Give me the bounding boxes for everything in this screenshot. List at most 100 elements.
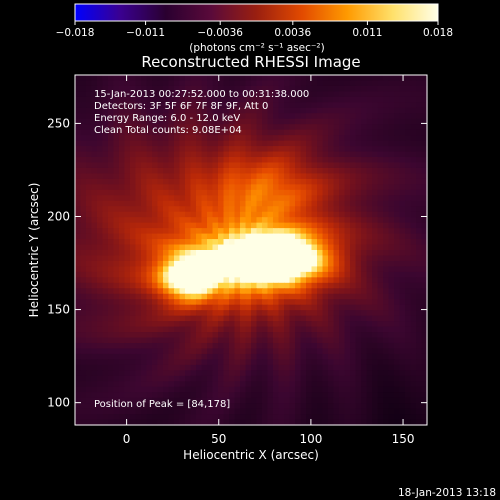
heatmap-cell [251,157,258,164]
heatmap-cell [229,304,236,311]
heatmap-cell [130,414,137,421]
heatmap-cell [212,271,219,278]
heatmap-cell [80,75,87,82]
heatmap-cell [377,403,384,410]
heatmap-cell [190,140,197,147]
heatmap-cell [333,277,340,284]
heatmap-cell [124,129,131,136]
heatmap-cell [196,271,203,278]
heatmap-cell [179,96,186,103]
heatmap-cell [119,118,126,125]
heatmap-cell [328,184,335,191]
heatmap-cell [256,118,263,125]
heatmap-cell [289,140,296,147]
heatmap-cell [256,75,263,82]
heatmap-cell [350,228,357,235]
heatmap-cell [75,75,82,82]
heatmap-cell [80,392,87,399]
heatmap-cell [372,310,379,317]
heatmap-cell [333,140,340,147]
heatmap-cell [344,370,351,377]
heatmap-cell [284,113,291,120]
heatmap-cell [410,102,417,109]
heatmap-cell [130,244,137,251]
heatmap-cell [75,140,82,147]
heatmap-cell [317,157,324,164]
heatmap-cell [405,195,412,202]
heatmap-cell [196,239,203,246]
heatmap-cell [119,364,126,371]
heatmap-cell [295,80,302,87]
heatmap-cell [124,321,131,328]
heatmap-cell [394,321,401,328]
heatmap-cell [284,392,291,399]
heatmap-cell [119,348,126,355]
heatmap-cell [421,107,428,114]
heatmap-cell [322,288,329,295]
heatmap-cell [80,162,87,169]
heatmap-cell [278,392,285,399]
heatmap-cell [86,370,93,377]
heatmap-cell [405,337,412,344]
heatmap-cell [399,217,406,224]
heatmap-cell [119,381,126,388]
heatmap-cell [179,408,186,415]
heatmap-cell [218,414,225,421]
heatmap-cell [394,173,401,180]
heatmap-cell [201,107,208,114]
heatmap-cell [207,277,214,284]
heatmap-cell [306,129,313,136]
heatmap-cell [399,206,406,213]
heatmap-cell [289,129,296,136]
heatmap-cell [410,266,417,273]
heatmap-cell [234,96,241,103]
heatmap-cell [383,332,390,339]
heatmap-cell [207,255,214,262]
heatmap-cell [421,348,428,355]
heatmap-cell [339,184,346,191]
heatmap-cell [267,359,274,366]
heatmap-cell [196,403,203,410]
heatmap-cell [322,140,329,147]
heatmap-cell [146,239,153,246]
heatmap-cell [366,315,373,322]
heatmap-cell [421,233,428,240]
heatmap-cell [179,146,186,153]
heatmap-cell [212,146,219,153]
heatmap-cell [306,200,313,207]
heatmap-cell [124,403,131,410]
heatmap-cell [207,75,214,82]
heatmap-cell [234,146,241,153]
heatmap-cell [344,321,351,328]
heatmap-cell [344,260,351,268]
heatmap-cell [212,299,219,306]
heatmap-cell [410,91,417,98]
heatmap-cell [289,85,296,93]
heatmap-cell [97,167,104,175]
heatmap-cell [383,118,390,125]
heatmap-cell [207,392,214,399]
heatmap-cell [388,370,395,377]
heatmap-cell [212,244,219,251]
heatmap-cell [377,80,384,87]
heatmap-cell [207,239,214,246]
heatmap-cell [328,239,335,246]
heatmap-cell [108,277,115,284]
heatmap-cell [124,266,131,273]
heatmap-cell [405,353,412,360]
heatmap-cell [174,167,181,175]
heatmap-cell [421,124,428,131]
heatmap-cell [75,381,82,388]
heatmap-cell [328,244,335,251]
heatmap-cell [383,85,390,93]
heatmap-cell [141,151,148,158]
heatmap-cell [350,250,357,257]
heatmap-cell [284,375,291,382]
heatmap-cell [163,419,170,426]
heatmap-cell [240,288,247,295]
heatmap-cell [245,288,252,295]
heatmap-cell [388,96,395,103]
heatmap-cell [212,167,219,175]
heatmap-cell [75,244,82,251]
heatmap-cell [141,277,148,284]
